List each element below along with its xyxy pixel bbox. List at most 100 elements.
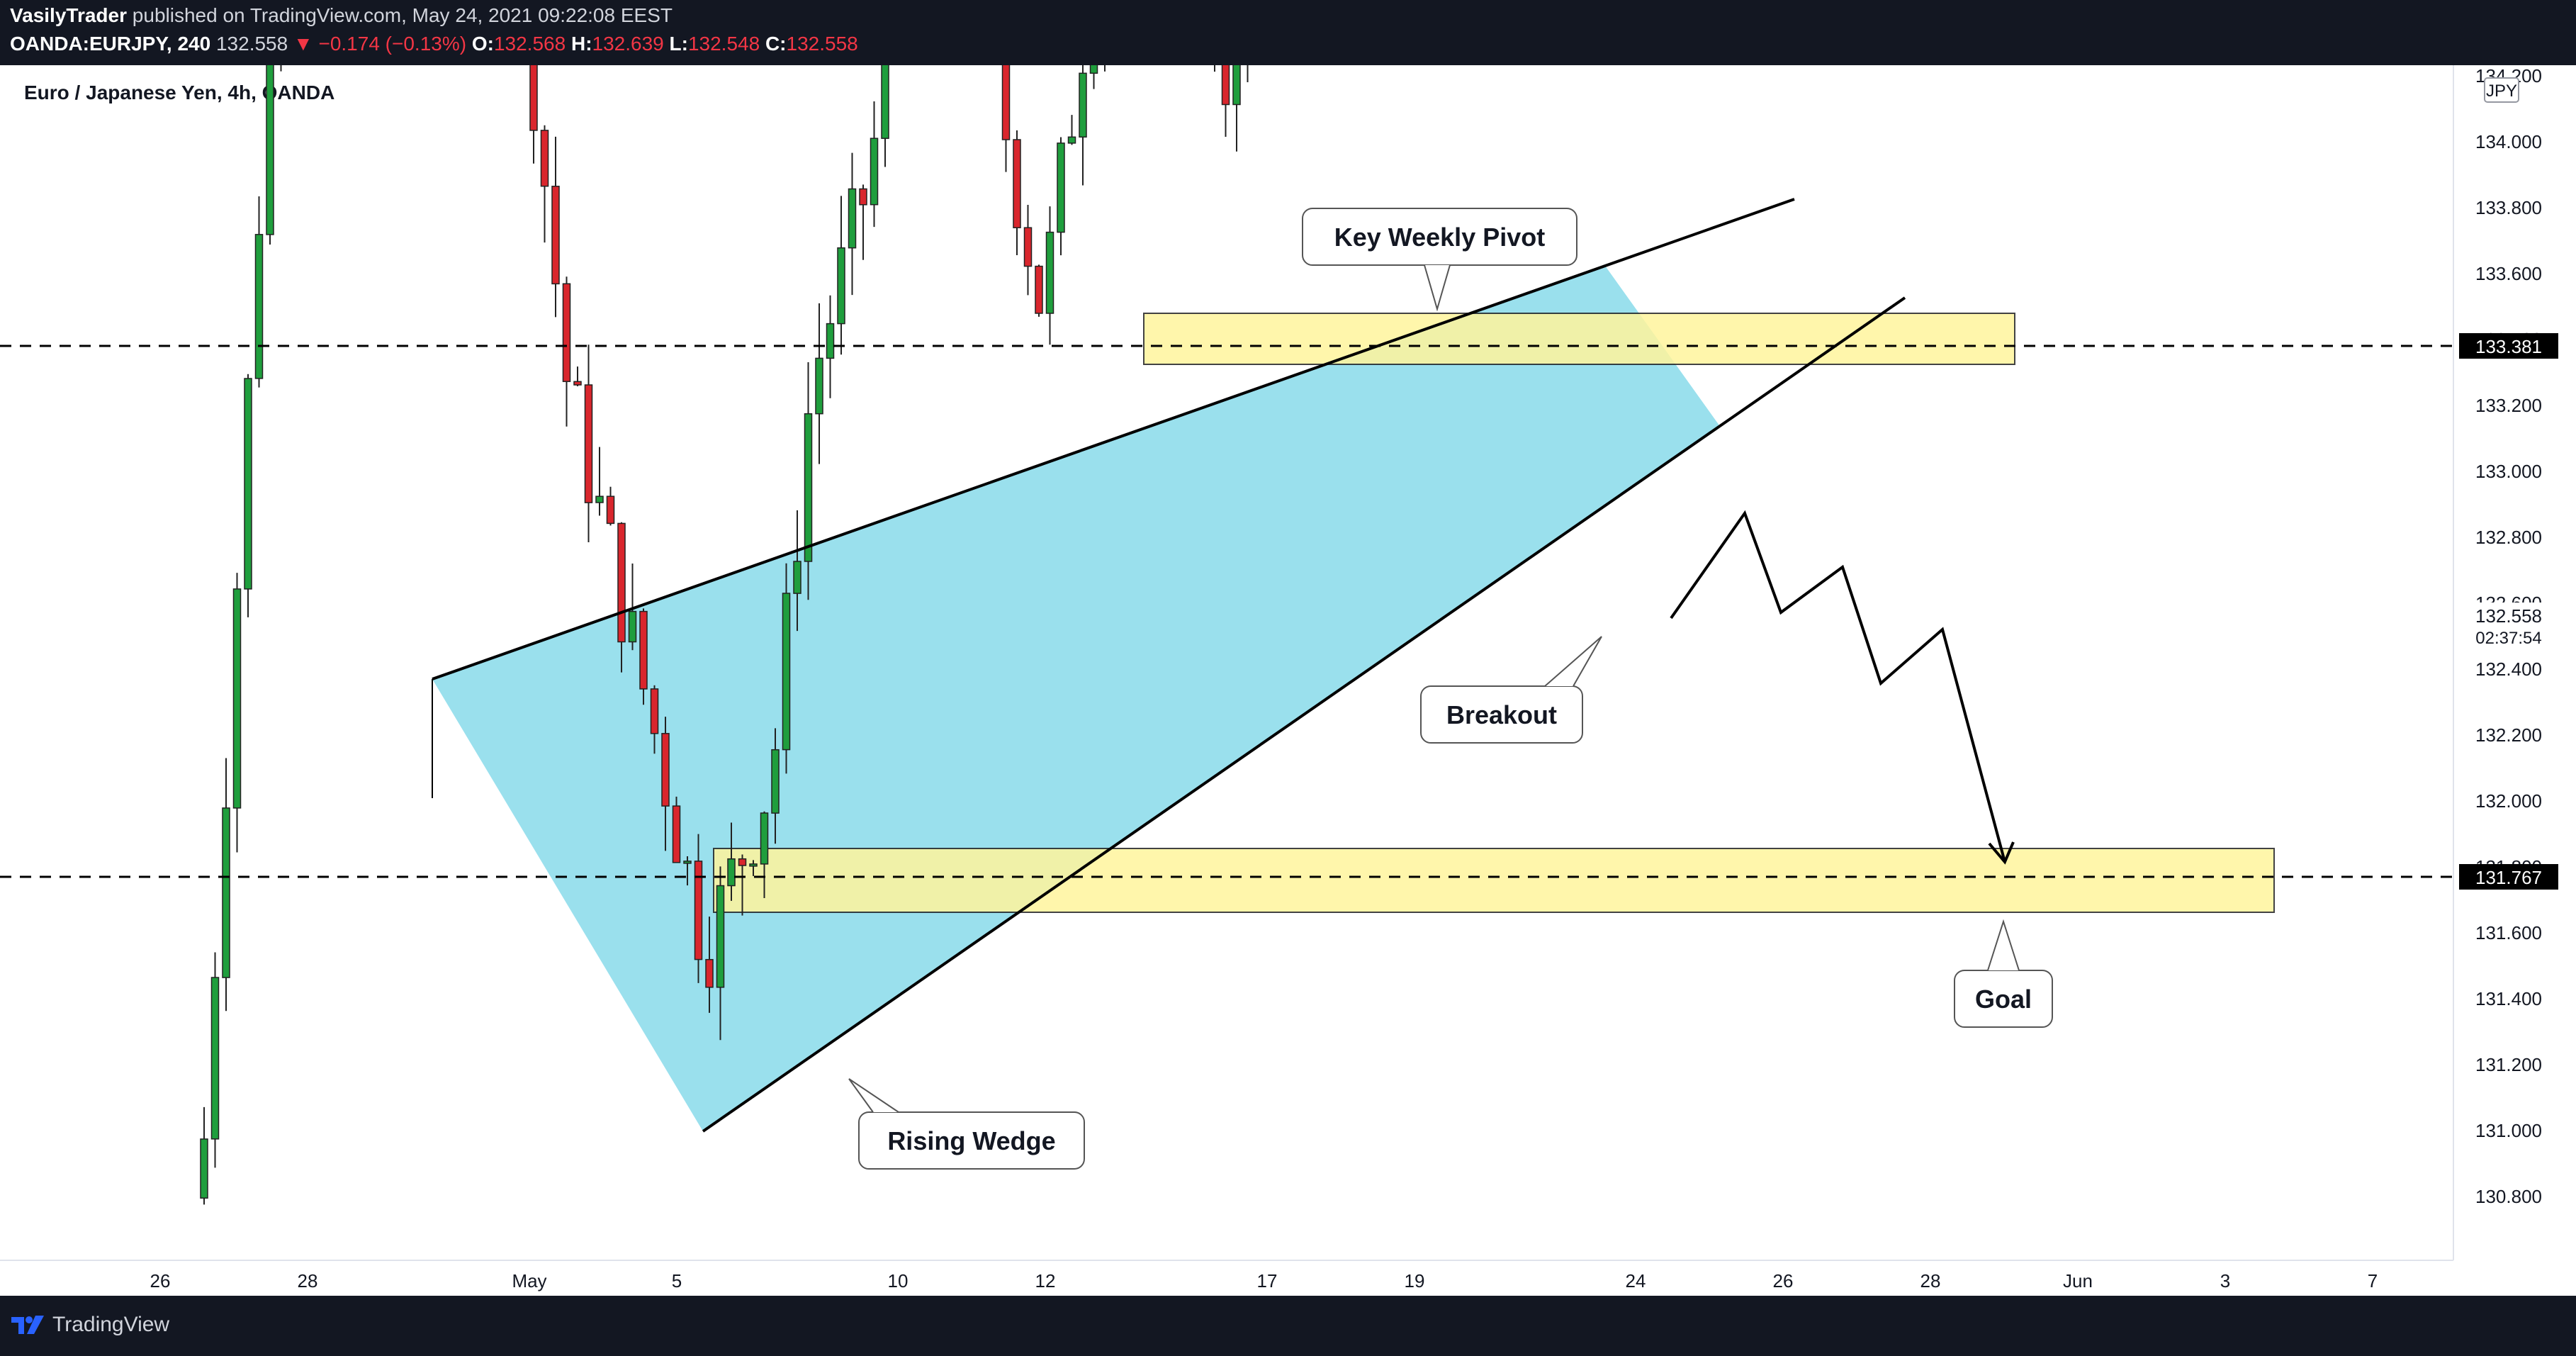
candle-up: [1045, 231, 1054, 314]
candle-up: [222, 807, 230, 978]
wedge-area: [432, 266, 1719, 1131]
low-label: L:: [669, 33, 688, 55]
candle-up: [804, 413, 813, 562]
time-tick-label: 12: [1035, 1270, 1056, 1291]
candle-up: [793, 561, 802, 594]
candle-up: [782, 593, 791, 751]
rising-wedge-callout-box: [858, 1111, 1085, 1170]
goal-callout-label: Goal: [1975, 985, 2032, 1014]
wedge-upper-line: [432, 198, 1795, 680]
candle-up: [771, 749, 780, 814]
close-label: C:: [765, 33, 787, 55]
time-tick-label: Jun: [2063, 1270, 2093, 1291]
price-chart[interactable]: Euro / Japanese Yen, 4h, OANDA 134.20013…: [0, 65, 2576, 1296]
candle-up: [749, 863, 758, 867]
candle-down: [540, 130, 549, 187]
author-name[interactable]: VasilyTrader: [10, 4, 128, 26]
candle-up: [870, 138, 879, 206]
candle-down: [1013, 139, 1021, 228]
high-value: 132.639: [592, 33, 664, 55]
candle-down: [672, 805, 681, 863]
candle-up: [815, 357, 823, 415]
price-tick-label: 133.600: [2475, 263, 2542, 284]
candles-layer: [200, 65, 1249, 1205]
price-tick-label: 131.400: [2475, 988, 2542, 1009]
last-price: 132.558: [215, 33, 288, 55]
key-weekly-pivot-callout-label: Key Weekly Pivot: [1334, 223, 1545, 252]
chart-header: VasilyTrader published on TradingView.co…: [0, 0, 2576, 65]
price-tick-label: 132.800: [2475, 527, 2542, 548]
level-price-label: 133.381: [2475, 336, 2542, 357]
candle-down: [584, 384, 593, 503]
brand-label: TradingView: [52, 1313, 170, 1336]
candle-down: [1023, 227, 1033, 267]
currency-badge: [2484, 77, 2519, 103]
candle-up: [628, 610, 637, 643]
goal-callout: Goal: [1954, 919, 2053, 1028]
currency-label: JPY: [2486, 82, 2517, 101]
breakout-callout-label: Breakout: [1446, 700, 1557, 729]
time-tick-label: 19: [1405, 1270, 1425, 1291]
open-value: 132.568: [493, 33, 566, 55]
projection-path: [1670, 510, 2006, 863]
candle-up: [1079, 72, 1087, 138]
price-tick-label: 132.200: [2475, 724, 2542, 746]
high-label: H:: [570, 33, 592, 55]
time-tick-label: 26: [150, 1270, 171, 1291]
candle-up: [716, 885, 725, 988]
candle-down: [705, 958, 714, 988]
publish-info: VasilyTrader published on TradingView.co…: [10, 4, 673, 27]
price-tick-label: 133.000: [2475, 461, 2542, 482]
price-axis[interactable]: 134.200134.000133.800133.600133.400133.2…: [2459, 65, 2558, 1207]
candle-down: [661, 733, 670, 807]
candle-up: [200, 1138, 208, 1199]
pivot-zone: [1143, 313, 2015, 365]
wedge-lower-line: [702, 296, 1906, 1133]
time-tick-label: 5: [672, 1270, 682, 1291]
candle-down: [859, 188, 867, 206]
rising-wedge-callout-tail: [848, 1078, 899, 1113]
candle-up: [1089, 65, 1098, 74]
breakout-callout: Breakout: [1420, 636, 1602, 744]
candle-up: [232, 588, 242, 809]
candle-up: [244, 378, 252, 590]
chart-footer: TradingView: [0, 1296, 2576, 1356]
candle-up: [266, 65, 274, 235]
time-tick-label: 7: [2368, 1270, 2378, 1291]
candle-down: [1001, 65, 1011, 140]
annotations-layer: Key Weekly Pivot Breakout Rising Wedge Goal: [848, 208, 2053, 1170]
price-tick-label: 131.600: [2475, 922, 2542, 943]
time-tick-label: 24: [1626, 1270, 1646, 1291]
candle-up: [1057, 142, 1065, 233]
level-price-label: 131.767: [2475, 867, 2542, 888]
candle-up: [727, 858, 736, 887]
last-price-tag: [2459, 603, 2558, 658]
candle-down: [529, 65, 538, 131]
candle-down: [1035, 265, 1043, 314]
candle-up: [848, 188, 857, 249]
price-tick-label: 131.000: [2475, 1120, 2542, 1141]
time-tick-label: 17: [1257, 1270, 1278, 1291]
countdown-label: 02:37:54: [2475, 629, 2541, 648]
candle-up: [683, 861, 692, 864]
time-axis[interactable]: 26 28 May 5 10 12 17 19 24 26 28 Jun 3 7: [150, 1270, 2378, 1291]
ohlc-legend: OANDA:EURJPY, 240 132.558 ▼ −0.174 (−0.1…: [10, 33, 858, 55]
level-price-tag: [2459, 333, 2558, 359]
time-tick-label: May: [512, 1270, 546, 1291]
chart-title: Euro / Japanese Yen, 4h, OANDA: [24, 82, 334, 103]
publish-date: published on TradingView.com, May 24, 20…: [132, 4, 673, 26]
candle-up: [210, 977, 220, 1140]
projection-arrowhead: [1988, 841, 2015, 865]
candle-up: [826, 323, 835, 359]
time-tick-label: 28: [298, 1270, 318, 1291]
time-tick-label: 3: [2220, 1270, 2230, 1291]
low-value: 132.548: [687, 33, 760, 55]
tradingview-logo-icon[interactable]: [10, 1311, 45, 1340]
candle-down: [562, 283, 571, 382]
candle-down: [639, 610, 648, 690]
candle-up: [760, 812, 769, 865]
key-weekly-pivot-callout: Key Weekly Pivot: [1302, 208, 1577, 312]
goal-callout-tail: [1987, 919, 2020, 971]
price-tick-label: 132.000: [2475, 790, 2542, 812]
price-tick-label: 134.000: [2475, 131, 2542, 152]
